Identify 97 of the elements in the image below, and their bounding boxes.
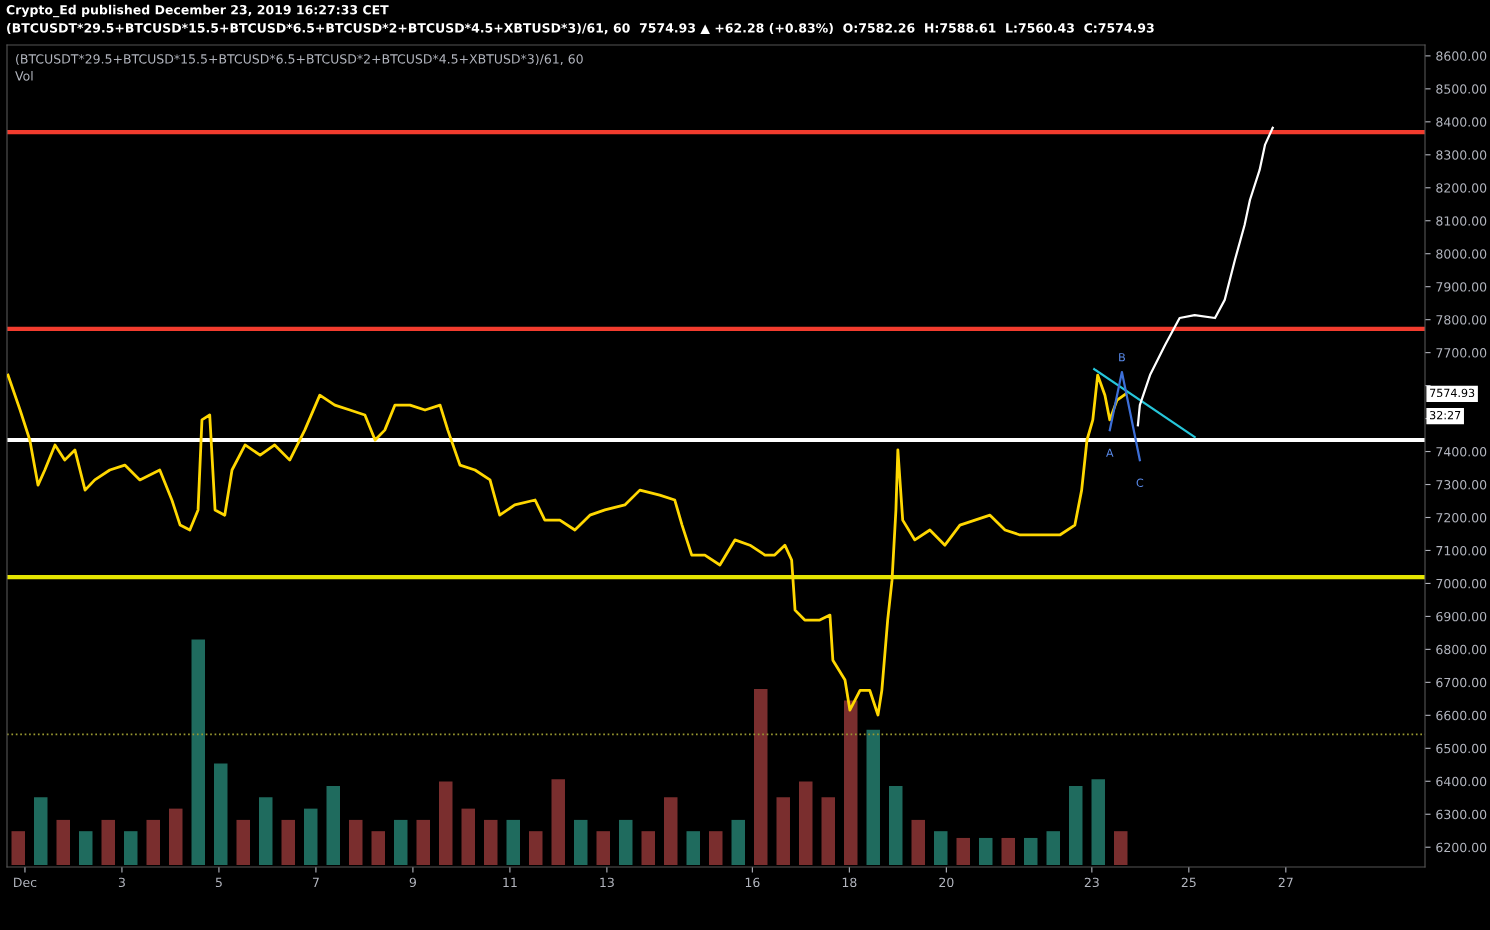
bar <box>506 819 520 865</box>
y-tick-label: 7800.00 <box>1436 315 1487 325</box>
x-tick-label: 23 <box>1084 877 1099 888</box>
bar <box>304 808 318 865</box>
x-tick-label: 7 <box>312 877 319 887</box>
bar <box>1001 837 1015 865</box>
y-tick-label: 7700.00 <box>1436 348 1487 358</box>
bar <box>686 831 700 865</box>
bar <box>461 808 475 865</box>
bar <box>169 808 183 865</box>
y-tick-label: 6700.00 <box>1436 677 1487 688</box>
bar <box>956 837 970 865</box>
y-tick-label: 7200.00 <box>1436 512 1487 523</box>
bar <box>349 819 363 865</box>
y-tick-label: 8200.00 <box>1436 183 1487 193</box>
y-tick-label: 6900.00 <box>1436 611 1487 622</box>
bar <box>394 819 408 865</box>
x-tick-label: 9 <box>409 877 416 888</box>
bar <box>1091 779 1105 865</box>
bar <box>11 831 25 865</box>
chart-title: (BTCUSDT*29.5+BTCUSD*15.5+BTCUSD*6.5+BTCUSD*2+BTCUSD*4.5+XBTUSD*3)/61, 60 7574.93 ▲ +62.28 (+0.83%) O:7582.26 H:7588.61 L:7560.43 C:7574.93 <box>7 22 1154 35</box>
bar <box>484 819 498 865</box>
y-tick-label: 8400.00 <box>1436 117 1487 127</box>
bar <box>1114 831 1128 865</box>
line-series <box>7 373 1128 717</box>
bar <box>439 781 453 865</box>
y-tick-label: 6200.00 <box>1436 842 1487 853</box>
y-tick-label: 6400.00 <box>1436 776 1487 787</box>
bar <box>236 819 250 865</box>
y-tick-label: 8000.00 <box>1436 249 1487 259</box>
x-tick-label: 11 <box>503 877 517 887</box>
y-tick-label: 7400.00 <box>1436 447 1487 457</box>
bar <box>619 819 633 865</box>
y-tick-label: 6500.00 <box>1436 743 1487 754</box>
chart-title: Vol <box>15 70 33 81</box>
bar <box>799 781 813 865</box>
bar <box>79 831 93 865</box>
line-series <box>1136 126 1274 427</box>
bar <box>889 786 903 865</box>
bar <box>709 831 723 865</box>
bar <box>371 831 385 865</box>
bar <box>866 729 880 865</box>
annotation: B <box>1119 353 1125 362</box>
bar <box>529 831 543 865</box>
x-tick-label: Dec <box>14 877 37 888</box>
text: 7574.93 <box>1430 388 1475 398</box>
annotation: C <box>1136 478 1144 487</box>
y-tick-label: 7000.00 <box>1436 578 1487 589</box>
bar <box>1069 786 1083 865</box>
bar <box>281 819 295 865</box>
bar <box>934 831 948 865</box>
bar <box>146 819 160 865</box>
x-tick-label: 27 <box>1278 877 1293 887</box>
text: Crypto_Ed published December 23, 2019 16:27:33 CET <box>6 4 389 18</box>
bar <box>259 797 273 865</box>
annotation: A <box>1106 448 1114 457</box>
text: 32:27 <box>1430 410 1461 420</box>
bar <box>844 700 858 865</box>
y-tick-label: 7900.00 <box>1436 282 1487 292</box>
bar <box>596 831 610 865</box>
bar <box>574 819 588 865</box>
y-tick-label: 6300.00 <box>1436 809 1487 820</box>
bar <box>1024 837 1038 865</box>
x-tick-label: 13 <box>600 877 614 888</box>
bar <box>641 831 655 865</box>
y-tick-label: 8300.00 <box>1436 150 1487 160</box>
y-tick-label: 6800.00 <box>1436 644 1487 655</box>
x-tick-label: 20 <box>939 877 954 888</box>
x-tick-label: 5 <box>215 877 222 888</box>
bar <box>1046 831 1060 865</box>
bar <box>34 797 48 865</box>
bar <box>911 819 925 865</box>
x-tick-label: 25 <box>1181 877 1196 888</box>
y-tick-label: 7100.00 <box>1436 545 1487 556</box>
x-tick-label: 18 <box>842 877 857 888</box>
x-tick-label: 3 <box>118 877 125 888</box>
bar <box>821 797 835 865</box>
bar <box>214 763 228 865</box>
y-tick-label: 8500.00 <box>1436 84 1487 94</box>
y-tick-label: 8600.00 <box>1436 51 1487 61</box>
bar <box>416 819 430 865</box>
bar <box>776 797 790 865</box>
bar <box>731 819 745 865</box>
x-tick-label: 16 <box>745 877 760 888</box>
y-tick-label: 6600.00 <box>1436 710 1487 721</box>
bar <box>664 797 678 865</box>
y-tick-label: 8100.00 <box>1436 216 1487 226</box>
bar <box>326 786 340 865</box>
bar <box>56 819 70 865</box>
text: (BTCUSDT*29.5+BTCUSD*15.5+BTCUSD*6.5+BTCUSD*2+BTCUSD*4.5+XBTUSD*3)/61, 60 <box>16 53 583 66</box>
bar <box>101 819 115 865</box>
bar <box>754 689 768 865</box>
bar <box>551 779 565 865</box>
bar <box>191 639 205 865</box>
y-tick-label: 7300.00 <box>1436 479 1487 490</box>
bar <box>124 831 138 865</box>
bar <box>979 837 993 865</box>
